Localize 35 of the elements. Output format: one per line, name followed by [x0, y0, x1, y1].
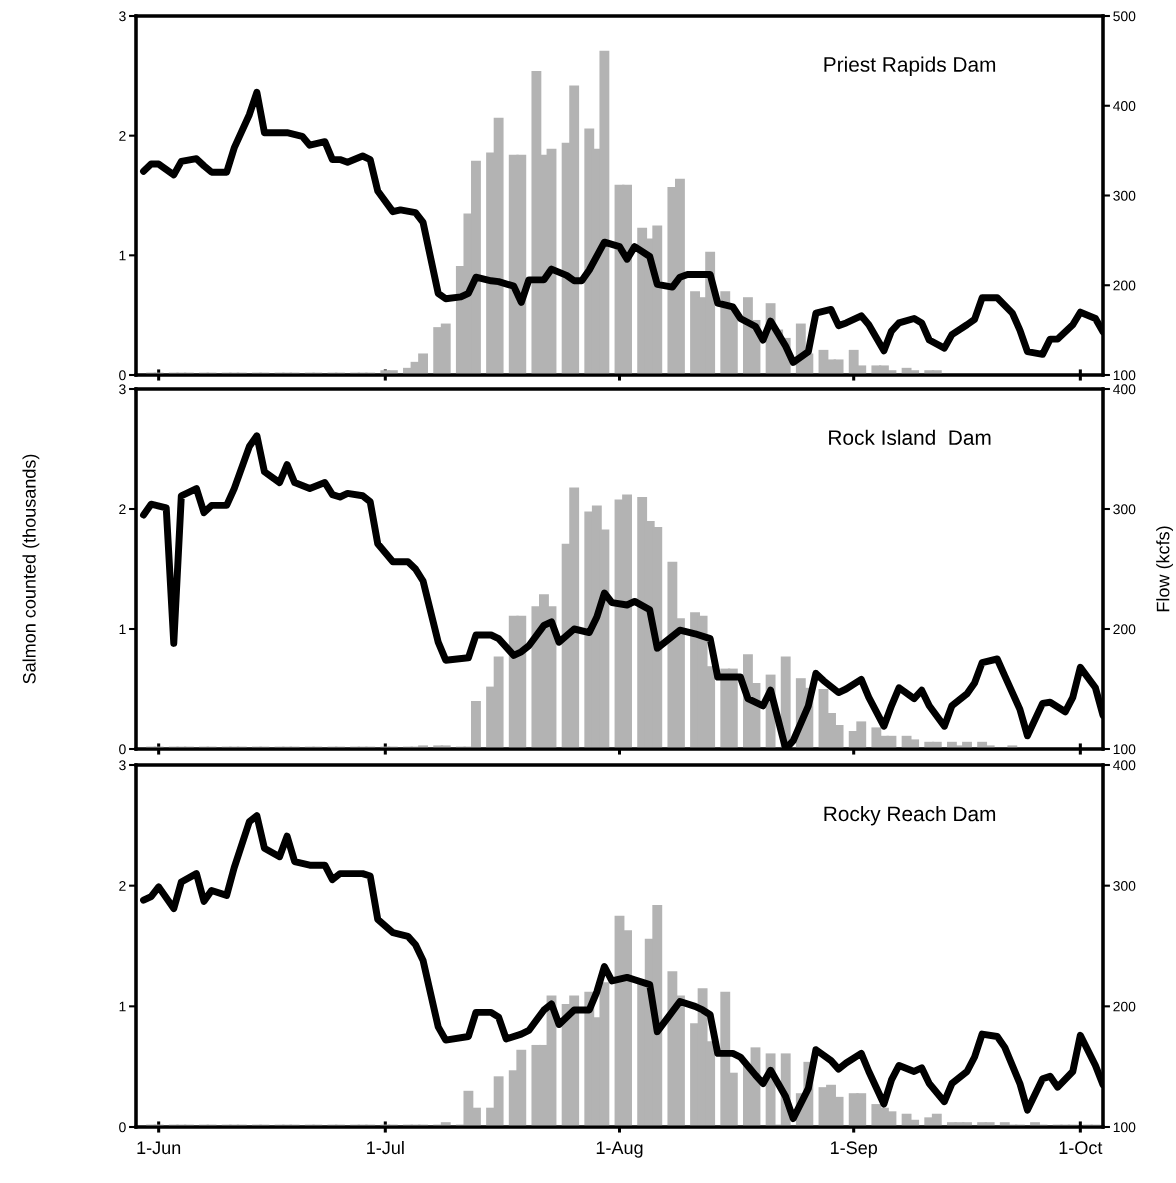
annotation: Priest Rapids Dam	[824, 56, 996, 76]
y2-tick-label: 300	[1113, 881, 1136, 891]
x-tick-label: 1-Oct	[1059, 1141, 1103, 1155]
y-axis-title: Salmon counted (thousands)	[22, 454, 40, 684]
y2-axis-title: Flow (kcfs)	[1156, 526, 1174, 612]
y2-tick-label: 100	[1113, 370, 1136, 381]
y-tick-label: 0	[119, 370, 126, 381]
y-tick-label: 3	[119, 11, 126, 22]
y2-tick-label: 400	[1113, 101, 1136, 111]
y-tick-label: 2	[119, 504, 126, 515]
y2-tick-label: 200	[1113, 280, 1136, 291]
x-tick-label: 1-Jun	[137, 1141, 181, 1155]
y2-tick-label: 300	[1113, 190, 1136, 201]
y2-tick-label: 400	[1113, 760, 1136, 771]
y2-tick-label: 400	[1113, 384, 1136, 395]
y2-tick-label: 500	[1113, 11, 1136, 22]
y2-tick-label: 300	[1113, 504, 1136, 515]
annotation: Rocky Reach Dam	[824, 805, 996, 826]
annotation: Rock Island Dam	[829, 429, 991, 445]
y-tick-label: 3	[119, 760, 126, 771]
x-tick-label: 1-Aug	[596, 1141, 643, 1158]
y-tick-label: 3	[119, 384, 126, 395]
y-tick-label: 2	[119, 131, 126, 141]
y-tick-label: 0	[119, 1122, 126, 1133]
y-tick-label: 1	[119, 250, 126, 261]
y2-tick-label: 100	[1113, 744, 1136, 755]
x-tick-label: 1-Jul	[367, 1140, 404, 1155]
y2-tick-label: 200	[1113, 624, 1136, 635]
y2-tick-label: 200	[1113, 1001, 1136, 1012]
y-tick-label: 0	[119, 744, 126, 755]
y-tick-label: 2	[119, 881, 126, 891]
x-tick-label: 1-Sep	[830, 1141, 878, 1158]
y2-tick-label: 100	[1113, 1122, 1136, 1133]
y-tick-label: 1	[119, 1001, 126, 1012]
y-tick-label: 1	[119, 624, 126, 635]
